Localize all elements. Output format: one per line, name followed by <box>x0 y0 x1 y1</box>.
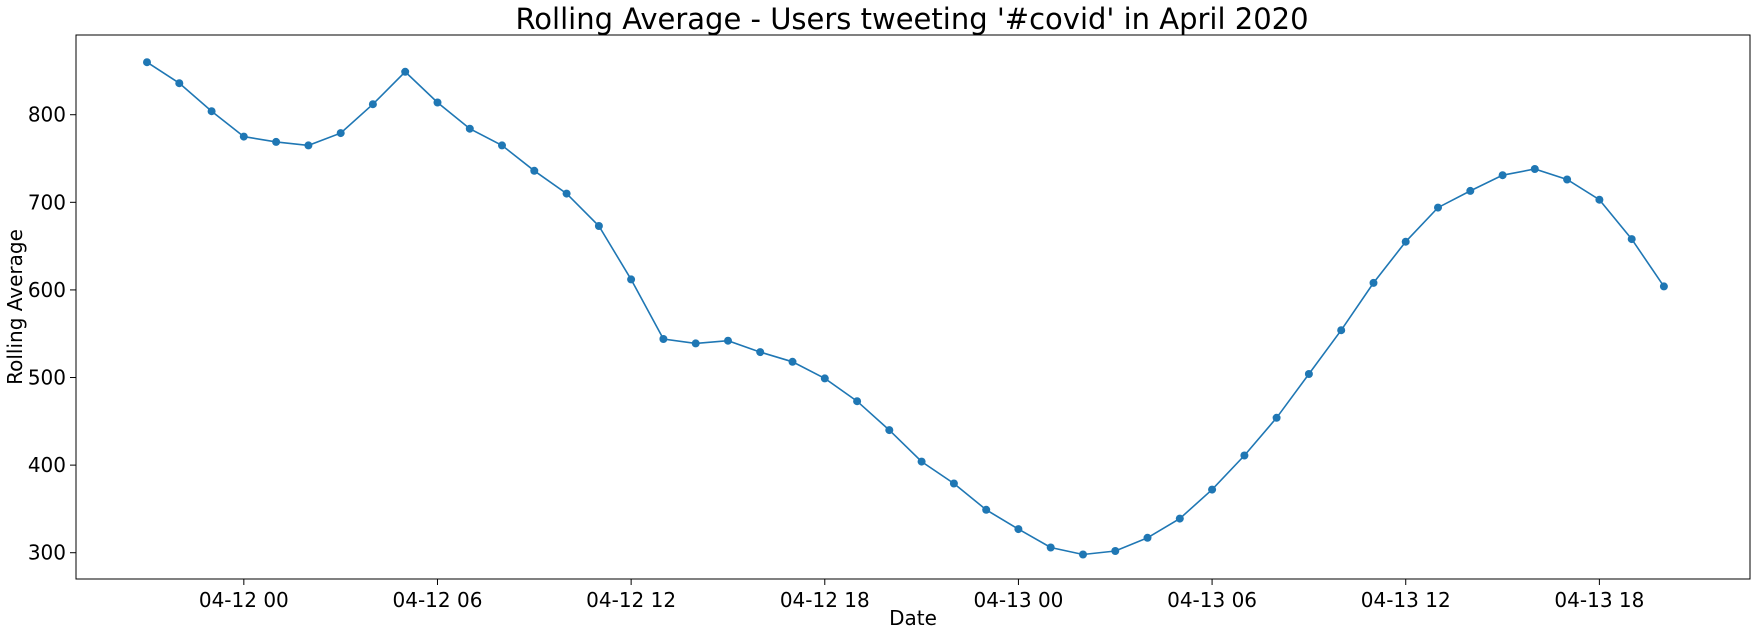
data-point <box>1369 278 1378 287</box>
data-point <box>756 348 765 357</box>
chart-title: Rolling Average - Users tweeting '#covid… <box>515 2 1308 36</box>
data-point <box>788 357 797 366</box>
data-point <box>143 58 151 67</box>
data-point <box>1272 413 1281 422</box>
data-point <box>1208 485 1217 494</box>
data-point <box>272 137 281 146</box>
x-tick-label: 04-12 00 <box>199 588 289 612</box>
y-tick-label: 700 <box>28 190 66 214</box>
data-point <box>1595 195 1604 204</box>
data-point <box>562 189 571 198</box>
x-axis: 04-12 00 04-12 06 04-12 12 04-12 18 04-13 00… <box>199 579 1644 612</box>
y-tick-label: 600 <box>28 278 66 302</box>
x-axis-label: Date <box>889 606 937 630</box>
data-point <box>239 132 248 141</box>
data-point <box>1434 203 1442 212</box>
y-tick-label: 800 <box>28 103 66 127</box>
data-point <box>1627 235 1636 244</box>
data-point <box>659 335 668 343</box>
data-point <box>175 79 184 88</box>
data-point <box>594 222 603 230</box>
x-tick-label: 04-12 18 <box>780 588 870 612</box>
data-point <box>1240 451 1249 460</box>
data-point <box>336 129 345 138</box>
data-point <box>1466 186 1475 195</box>
x-tick-label: 04-13 06 <box>1167 588 1257 612</box>
data-point <box>1563 175 1572 184</box>
data-point <box>853 397 862 406</box>
data-point <box>691 339 700 348</box>
data-point <box>1079 550 1087 559</box>
y-tick-label: 400 <box>28 453 66 477</box>
data-point <box>627 275 636 284</box>
data-point <box>465 124 474 133</box>
series-markers <box>143 58 1668 559</box>
data-point <box>1046 543 1055 552</box>
data-point <box>1401 237 1410 246</box>
y-axis: 300 400 500 600 700 800 <box>28 103 76 565</box>
data-point <box>401 67 410 76</box>
data-point <box>1143 533 1152 542</box>
data-point <box>1111 547 1120 555</box>
data-point <box>1659 282 1668 291</box>
data-point <box>1014 525 1023 534</box>
data-point <box>724 336 732 345</box>
data-point <box>498 141 506 150</box>
x-tick-label: 04-12 12 <box>586 588 676 612</box>
data-point <box>304 141 313 150</box>
x-tick-label: 04-13 12 <box>1361 588 1451 612</box>
x-tick-label: 04-13 00 <box>973 588 1063 612</box>
y-axis-label: Rolling Average <box>3 229 27 385</box>
x-tick-label: 04-12 06 <box>393 588 483 612</box>
data-point <box>207 107 216 116</box>
data-point <box>530 166 539 175</box>
data-point <box>1498 171 1507 180</box>
y-tick-label: 300 <box>28 541 66 565</box>
data-point <box>949 479 958 488</box>
data-point <box>885 426 894 435</box>
data-point <box>917 457 926 466</box>
y-tick-label: 500 <box>28 366 66 390</box>
data-point <box>1530 165 1539 173</box>
data-point <box>820 374 829 383</box>
series-line <box>146 61 1665 556</box>
plot-frame <box>75 34 1751 580</box>
data-point <box>982 505 991 514</box>
data-point <box>433 98 442 107</box>
data-point <box>1337 326 1346 335</box>
data-point <box>1304 370 1313 378</box>
x-tick-label: 04-13 18 <box>1554 588 1644 612</box>
data-point <box>368 100 377 109</box>
data-point <box>1175 514 1184 523</box>
